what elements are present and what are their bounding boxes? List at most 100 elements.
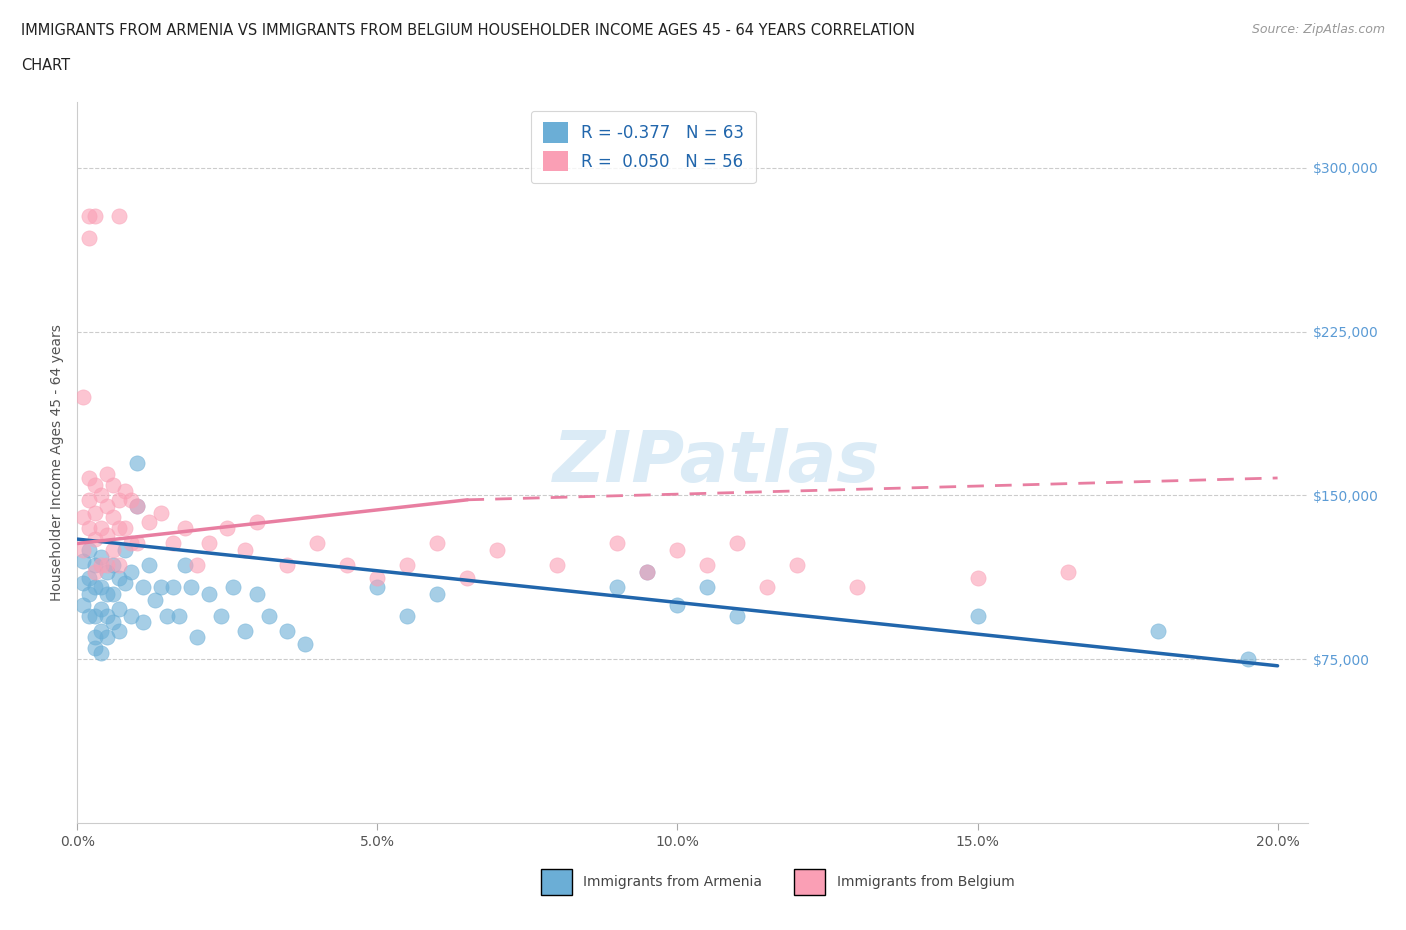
Text: CHART: CHART <box>21 58 70 73</box>
Point <box>426 536 449 551</box>
Point <box>84 558 107 573</box>
Point <box>198 586 221 601</box>
Point <box>90 549 112 564</box>
Point <box>294 636 316 651</box>
Point <box>606 536 628 551</box>
Point <box>217 521 239 536</box>
Point <box>96 527 118 542</box>
Point <box>169 608 191 623</box>
Point <box>96 608 118 623</box>
Point <box>79 521 101 536</box>
Point <box>966 608 988 623</box>
Point <box>90 623 112 638</box>
Point <box>127 456 149 471</box>
Point <box>103 615 125 630</box>
Point <box>103 558 125 573</box>
Point <box>138 558 160 573</box>
Point <box>84 579 107 594</box>
Point <box>222 579 245 594</box>
Point <box>727 608 749 623</box>
Point <box>162 536 184 551</box>
Point <box>114 521 136 536</box>
Point <box>636 565 658 579</box>
Point <box>127 498 149 513</box>
Point <box>108 623 131 638</box>
Point <box>103 586 125 601</box>
Point <box>90 521 112 536</box>
Point <box>90 602 112 617</box>
Point <box>174 521 197 536</box>
Point <box>90 645 112 660</box>
Point <box>120 536 142 551</box>
Point <box>79 208 101 223</box>
Point <box>103 477 125 492</box>
Point <box>96 586 118 601</box>
Point <box>209 608 232 623</box>
Point <box>162 579 184 594</box>
Point <box>235 542 257 557</box>
Point <box>79 586 101 601</box>
Point <box>456 571 478 586</box>
Point <box>150 579 173 594</box>
Point <box>84 608 107 623</box>
Point <box>120 492 142 507</box>
Point <box>96 498 118 513</box>
Point <box>235 623 257 638</box>
Point <box>636 565 658 579</box>
Point <box>127 536 149 551</box>
Point <box>186 558 208 573</box>
Point <box>666 542 689 557</box>
Point <box>114 542 136 557</box>
Point <box>366 571 388 586</box>
Point <box>79 608 101 623</box>
Point <box>756 579 779 594</box>
Point <box>108 558 131 573</box>
Point <box>103 542 125 557</box>
Point <box>96 558 118 573</box>
Point <box>84 565 107 579</box>
Point <box>396 558 419 573</box>
Text: IMMIGRANTS FROM ARMENIA VS IMMIGRANTS FROM BELGIUM HOUSEHOLDER INCOME AGES 45 - : IMMIGRANTS FROM ARMENIA VS IMMIGRANTS FR… <box>21 23 915 38</box>
Point <box>546 558 568 573</box>
Point <box>143 592 166 607</box>
Point <box>132 579 155 594</box>
Point <box>103 510 125 525</box>
Point <box>72 542 94 557</box>
Point <box>786 558 808 573</box>
Point <box>84 641 107 656</box>
Point <box>259 608 281 623</box>
Point <box>156 608 179 623</box>
Point <box>72 390 94 405</box>
Point <box>72 510 94 525</box>
Point <box>307 536 329 551</box>
Point <box>666 597 689 612</box>
Point <box>84 477 107 492</box>
Point <box>114 484 136 498</box>
Point <box>79 542 101 557</box>
Text: Immigrants from Belgium: Immigrants from Belgium <box>837 874 1014 889</box>
Point <box>72 597 94 612</box>
Point <box>180 579 202 594</box>
Text: Immigrants from Armenia: Immigrants from Armenia <box>583 874 762 889</box>
Text: ZIPatlas: ZIPatlas <box>554 428 880 498</box>
Point <box>696 579 718 594</box>
Point <box>186 630 208 644</box>
Point <box>84 208 107 223</box>
Point <box>198 536 221 551</box>
Point <box>138 514 160 529</box>
Point <box>72 576 94 591</box>
Point <box>120 565 142 579</box>
Point <box>966 571 988 586</box>
Point <box>727 536 749 551</box>
Point <box>108 521 131 536</box>
Point <box>366 579 388 594</box>
Point <box>72 553 94 568</box>
Point <box>79 471 101 485</box>
Point <box>276 623 298 638</box>
Point <box>1056 565 1078 579</box>
Point <box>90 579 112 594</box>
Point <box>606 579 628 594</box>
Point <box>108 602 131 617</box>
Point <box>96 630 118 644</box>
Text: Source: ZipAtlas.com: Source: ZipAtlas.com <box>1251 23 1385 36</box>
